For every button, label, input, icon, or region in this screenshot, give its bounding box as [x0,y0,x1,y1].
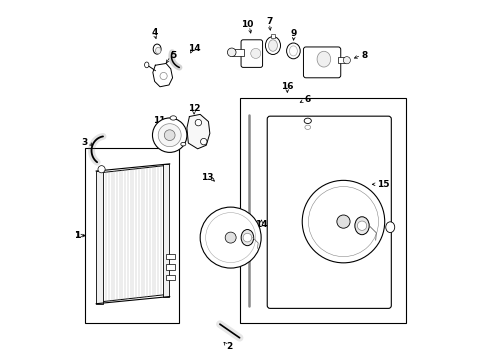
Bar [85,148,179,323]
Bar [166,275,175,280]
Circle shape [200,138,207,145]
Circle shape [160,72,167,80]
Ellipse shape [266,37,280,54]
Ellipse shape [241,230,254,246]
Circle shape [343,57,350,64]
Circle shape [308,186,379,257]
Circle shape [152,118,187,152]
Text: 7: 7 [266,17,272,26]
Text: 14: 14 [255,220,268,229]
Ellipse shape [269,40,277,51]
Bar [240,98,406,323]
Text: 6: 6 [304,95,311,104]
Bar [96,171,102,304]
Text: 4: 4 [151,28,158,37]
Ellipse shape [304,118,311,123]
Text: 5: 5 [171,51,177,60]
Text: 1: 1 [74,231,81,240]
Text: 1: 1 [74,231,81,240]
FancyBboxPatch shape [303,47,341,78]
Text: 16: 16 [281,82,294,91]
Circle shape [158,124,181,147]
Text: 9: 9 [291,29,297,38]
Text: 3: 3 [81,138,88,147]
Circle shape [164,130,175,140]
Ellipse shape [317,51,331,67]
Ellipse shape [355,217,369,235]
Circle shape [98,166,105,173]
Ellipse shape [386,222,395,233]
Ellipse shape [290,46,297,56]
Circle shape [243,233,252,242]
FancyBboxPatch shape [267,116,392,309]
Circle shape [337,215,350,228]
Text: 12: 12 [188,104,200,113]
Ellipse shape [287,43,300,59]
Circle shape [225,232,236,243]
Ellipse shape [155,47,161,54]
Text: 13: 13 [201,173,214,182]
Circle shape [251,48,261,58]
Ellipse shape [145,62,149,68]
Ellipse shape [181,142,186,146]
FancyBboxPatch shape [241,40,263,67]
Text: 8: 8 [362,51,368,60]
Bar [271,34,275,38]
Text: 2: 2 [226,342,233,351]
Circle shape [357,221,367,230]
Circle shape [206,213,256,262]
Circle shape [195,120,201,126]
Polygon shape [187,114,210,149]
Ellipse shape [170,116,176,120]
Bar [338,57,346,63]
Ellipse shape [305,125,311,130]
Text: 11: 11 [153,116,166,125]
Circle shape [227,48,236,57]
Bar [166,253,175,259]
Circle shape [302,180,385,263]
Bar [232,49,244,55]
Text: 14: 14 [188,44,200,53]
Bar [166,264,175,270]
Ellipse shape [153,44,161,54]
Text: 15: 15 [377,180,390,189]
Text: 10: 10 [241,19,253,28]
Bar [163,164,169,297]
Circle shape [200,207,261,268]
